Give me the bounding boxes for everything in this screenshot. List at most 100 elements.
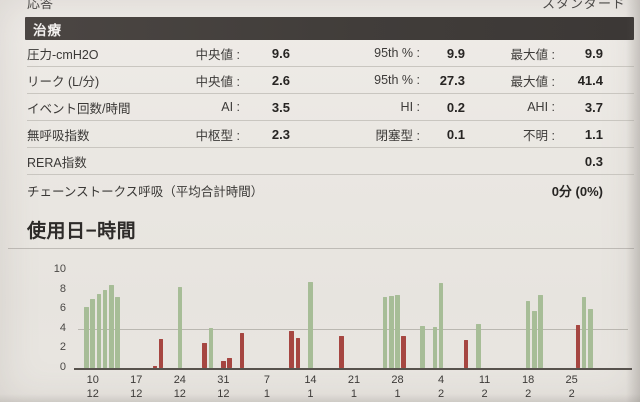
x-tick-day: 14 bbox=[304, 374, 317, 386]
x-axis-line bbox=[74, 368, 632, 370]
threshold-gridline bbox=[78, 328, 628, 330]
usage-bar bbox=[525, 301, 531, 368]
metric-key: 閉塞型 : bbox=[375, 128, 420, 143]
x-tick-label: 112 bbox=[471, 374, 499, 401]
usage-bar bbox=[96, 293, 102, 368]
x-tick-label: 2412 bbox=[166, 374, 194, 401]
usage-bar bbox=[221, 361, 226, 368]
treatment-section-title: 治療 bbox=[33, 22, 62, 38]
usage-bar bbox=[109, 284, 114, 368]
metric-label: 圧力-cmH2O bbox=[27, 47, 99, 62]
usage-bar bbox=[463, 339, 469, 368]
x-tick-day: 31 bbox=[217, 374, 230, 386]
usage-bar bbox=[102, 289, 108, 368]
metric-value: 2.6 bbox=[271, 72, 290, 88]
x-tick-label: 182 bbox=[514, 374, 542, 401]
metric-value: 0.2 bbox=[446, 99, 465, 115]
x-tick-month: 12 bbox=[79, 388, 107, 402]
x-tick-month: 12 bbox=[122, 388, 150, 402]
x-tick-label: 1712 bbox=[122, 374, 150, 401]
metric-value: 0.1 bbox=[446, 126, 465, 142]
x-tick-day: 11 bbox=[478, 374, 491, 386]
metric-label: イベント回数/時間 bbox=[27, 101, 131, 116]
cropped-header-row: 応答 スタンダード bbox=[0, 0, 640, 11]
x-tick-label: 141 bbox=[296, 374, 324, 401]
metric-key: 中央値 : bbox=[195, 74, 240, 89]
metric-value: 3.7 bbox=[584, 99, 603, 115]
metric-value: 1.1 bbox=[584, 126, 603, 142]
y-axis-label: 2 bbox=[59, 341, 66, 354]
treatment-row: 無呼吸指数 中枢型 : 2.3 閉塞型 : 0.1 不明 : 1.1 bbox=[27, 121, 634, 148]
x-tick-label: 3112 bbox=[209, 374, 237, 401]
treatment-row: 圧力-cmH2O 中央値 : 9.6 95th % : 9.9 最大値 : 9.9 bbox=[27, 40, 634, 67]
usage-bar bbox=[239, 332, 245, 368]
x-tick-month: 1 bbox=[384, 388, 412, 402]
x-tick-label: 211 bbox=[340, 374, 368, 401]
usage-title-divider bbox=[8, 248, 634, 249]
metric-key: 不明 : bbox=[523, 128, 555, 143]
x-tick-day: 28 bbox=[391, 374, 404, 386]
usage-bar bbox=[401, 335, 407, 368]
usage-bar bbox=[532, 311, 537, 368]
usage-bar bbox=[227, 358, 232, 368]
usage-bar bbox=[202, 342, 207, 368]
treatment-row: RERA指数 0.3 bbox=[27, 148, 634, 175]
metric-value: 0分 (0%) bbox=[551, 183, 603, 199]
metric-key: 中枢型 : bbox=[195, 128, 240, 143]
x-tick-month: 1 bbox=[296, 388, 324, 402]
treatment-row: リーク (L/分) 中央値 : 2.6 95th % : 27.3 最大値 : 41.4 bbox=[27, 67, 634, 94]
metric-key: 95th % : bbox=[374, 73, 420, 87]
x-tick-label: 281 bbox=[384, 374, 412, 401]
x-tick-month: 2 bbox=[471, 388, 499, 402]
usage-bar bbox=[308, 281, 313, 368]
usage-bar bbox=[438, 282, 444, 368]
metric-key: 95th % : bbox=[374, 46, 420, 60]
x-tick-month: 2 bbox=[514, 388, 542, 402]
treatment-section-header: 治療 bbox=[25, 17, 634, 40]
metric-value: 0.3 bbox=[584, 153, 603, 169]
usage-bar bbox=[90, 299, 96, 368]
x-tick-day: 10 bbox=[86, 374, 99, 386]
x-tick-day: 24 bbox=[173, 374, 186, 386]
usage-chart: 1086420101217122412311271141211281421121… bbox=[0, 258, 640, 402]
usage-bar bbox=[84, 307, 89, 368]
usage-bar bbox=[158, 338, 164, 368]
usage-bar bbox=[208, 327, 214, 368]
usage-bar bbox=[581, 297, 587, 368]
usage-bar bbox=[289, 330, 295, 368]
x-tick-day: 25 bbox=[565, 374, 578, 386]
x-tick-month: 1 bbox=[340, 388, 368, 402]
metric-key: 最大値 : bbox=[510, 47, 555, 62]
usage-bar bbox=[432, 326, 438, 368]
x-tick-label: 71 bbox=[253, 374, 281, 401]
x-tick-label: 252 bbox=[558, 374, 586, 401]
usage-bar bbox=[152, 366, 158, 368]
metric-value: 41.4 bbox=[577, 72, 603, 88]
metric-label: RERA指数 bbox=[27, 155, 87, 170]
treatment-row: チェーンストークス呼吸（平均合計時間） 0分 (0%) bbox=[27, 175, 634, 205]
metric-value: 27.3 bbox=[439, 72, 465, 88]
usage-bar bbox=[420, 325, 425, 368]
y-axis-label: 10 bbox=[53, 263, 66, 275]
response-label: 応答 bbox=[27, 0, 54, 11]
x-tick-label: 1012 bbox=[79, 374, 107, 401]
usage-bar bbox=[115, 297, 120, 368]
treatment-row: イベント回数/時間 AI : 3.5 HI : 0.2 AHI : 3.7 bbox=[27, 94, 634, 121]
usage-section-title: 使用日−時間 bbox=[27, 221, 137, 242]
y-axis-label: 4 bbox=[59, 321, 66, 334]
metric-label: 無呼吸指数 bbox=[27, 128, 90, 143]
usage-bar bbox=[382, 297, 388, 368]
x-tick-month: 2 bbox=[558, 388, 586, 402]
usage-bar bbox=[389, 296, 394, 368]
y-axis-label: 8 bbox=[59, 282, 66, 295]
x-tick-day: 21 bbox=[347, 374, 361, 386]
x-tick-day: 4 bbox=[437, 374, 445, 386]
metric-key: HI : bbox=[400, 100, 420, 114]
usage-bar bbox=[575, 324, 581, 368]
metric-value: 9.9 bbox=[446, 45, 465, 61]
treatment-table: 圧力-cmH2O 中央値 : 9.6 95th % : 9.9 最大値 : 9.9 リーク (… bbox=[27, 40, 634, 205]
usage-bar bbox=[395, 295, 400, 368]
x-tick-month: 12 bbox=[209, 388, 237, 402]
usage-bar bbox=[588, 309, 593, 368]
y-axis-label: 6 bbox=[59, 302, 66, 315]
